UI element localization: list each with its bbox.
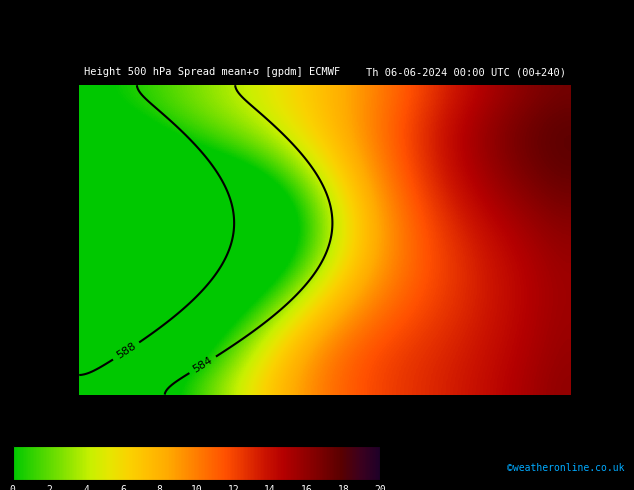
Text: 584: 584 (191, 355, 214, 375)
Text: 588: 588 (115, 341, 138, 361)
Text: ©weatheronline.co.uk: ©weatheronline.co.uk (507, 463, 624, 473)
Text: Th 06-06-2024 00:00 UTC (00+240): Th 06-06-2024 00:00 UTC (00+240) (366, 67, 566, 77)
Text: Height 500 hPa Spread mean+σ [gpdm] ECMWF: Height 500 hPa Spread mean+σ [gpdm] ECMW… (84, 67, 340, 77)
